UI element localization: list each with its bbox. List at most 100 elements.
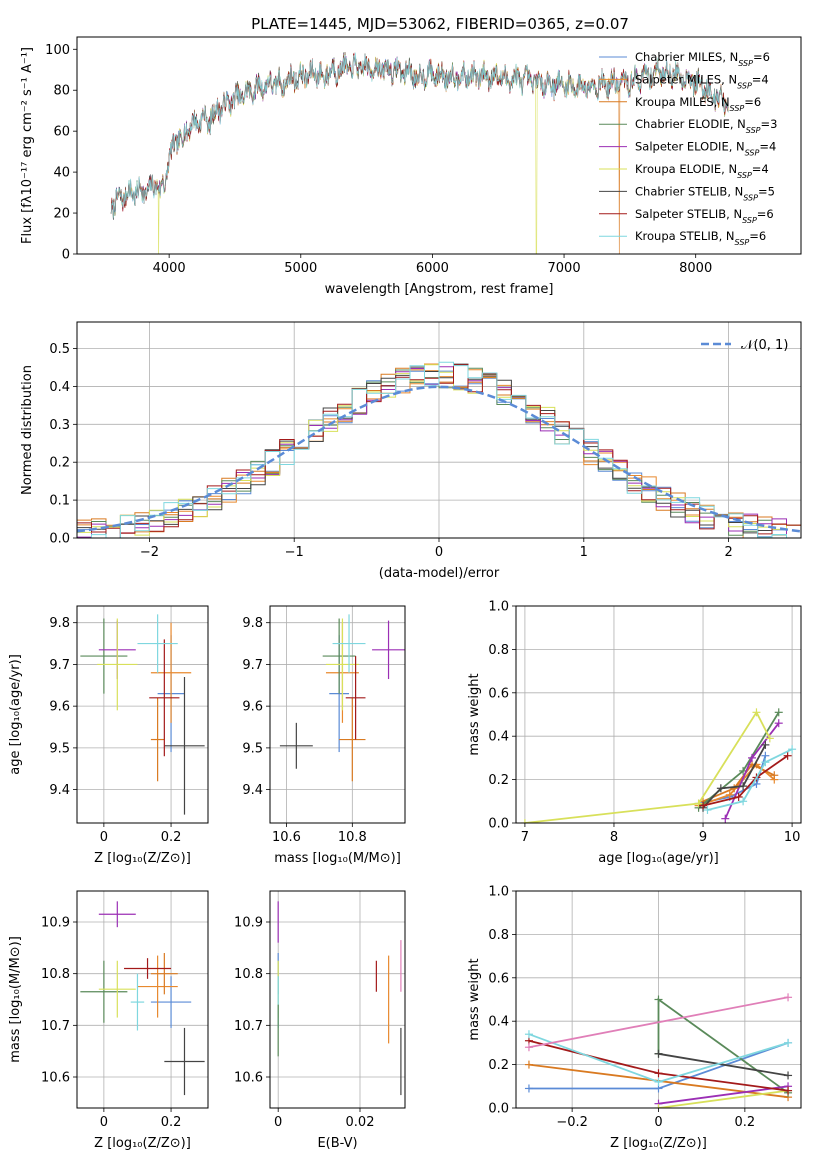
- y-tick-label: 40: [53, 166, 70, 181]
- figure-title: PLATE=1445, MJD=53062, FIBERID=0365, z=0…: [251, 15, 629, 33]
- legend-text: Salpeter MILES, N: [635, 72, 737, 86]
- y-tick-label: 0.4: [488, 730, 509, 745]
- x-tick-label: 0: [274, 1115, 282, 1130]
- axes-frame: [269, 890, 406, 1109]
- legend-subscript: SSP: [738, 59, 753, 68]
- plot-area: [524, 993, 793, 1108]
- spectrum-panel: 4000 5000 6000 7000 8000 0 20 40 60 80 100 waveleng…: [20, 36, 802, 297]
- legend-subscript: SSP: [735, 238, 750, 247]
- y-tick-label: 10.9: [41, 916, 70, 931]
- y-tick-label: 0.8: [488, 643, 509, 658]
- y-tick-label: 9.5: [49, 741, 70, 756]
- y-tick-label: 0.4: [49, 380, 70, 395]
- normal-curve: [77, 385, 801, 533]
- legend-subscript: SSP: [743, 193, 758, 202]
- y-tick-label: 9.4: [49, 783, 70, 798]
- y-axis-label: age [log₁₀(age/yr)]: [8, 654, 23, 775]
- plot-area: [520, 708, 797, 823]
- weight-line: [658, 1089, 789, 1108]
- y-tick-label: 9.6: [242, 700, 263, 715]
- y-tick-label: 0.0: [488, 817, 509, 832]
- plot-area: [80, 614, 205, 815]
- legend-count: =6: [753, 50, 770, 64]
- age-vs-metallicity-panel: 0 0.2 9.4 9.5 9.6 9.7 9.8 Z [log₁₀(Z/Z⊙)] age [l…: [8, 605, 209, 866]
- legend-label: Chabrier STELIB, NSSP=5: [635, 184, 775, 202]
- mass-vs-ebv-panel: 0 0.02 10.6 10.7 10.8 10.9 E(B-V): [234, 890, 406, 1151]
- x-tick-label: 10: [784, 830, 801, 845]
- legend-count: =4: [752, 72, 769, 86]
- y-tick-label: 80: [53, 84, 70, 99]
- axes-frame: [76, 36, 802, 255]
- y-tick-label: 0: [62, 248, 70, 263]
- y-tick-label: 0.2: [49, 456, 70, 471]
- y-tick-label: 9.8: [242, 616, 263, 631]
- y-axis-label: mass weight: [467, 958, 482, 1040]
- legend-label: Chabrier MILES, NSSP=6: [635, 50, 770, 68]
- axes-frame: [515, 605, 802, 824]
- legend-subscript: SSP: [745, 148, 760, 157]
- plot-area: [77, 361, 801, 538]
- x-tick-label: −0.2: [556, 1115, 588, 1130]
- x-tick-label: 8: [610, 830, 618, 845]
- y-tick-label: 9.7: [242, 658, 263, 673]
- x-tick-label: 0: [435, 545, 443, 560]
- weight-line: [657, 997, 789, 1094]
- y-tick-label: 20: [53, 207, 70, 222]
- x-tick-label: 2: [724, 545, 732, 560]
- y-tick-label: 10.6: [234, 1071, 263, 1086]
- x-axis-label: mass [log₁₀(M/M⊙)]: [274, 851, 401, 866]
- legend-count: =6: [757, 207, 774, 221]
- weight-line: [702, 754, 789, 807]
- x-tick-label: 0: [100, 830, 108, 845]
- plot-area: [277, 901, 402, 1096]
- weight-vs-metallicity-panel: −0.2 0 0.2 0.0 0.2 0.4 0.6 0.8 1.0 Z [log₁₀(Z/Z⊙)…: [467, 885, 802, 1151]
- x-tick-label: 0.2: [735, 1115, 756, 1130]
- legend-text: Kroupa MILES, N: [635, 95, 730, 109]
- legend-label: Kroupa ELODIE, NSSP=4: [635, 162, 769, 180]
- legend-label: Kroupa STELIB, NSSP=6: [635, 229, 766, 247]
- y-tick-label: 10.8: [41, 967, 70, 982]
- plot-area: [279, 614, 405, 782]
- legend-count: =6: [749, 229, 766, 243]
- x-tick-label: 0: [654, 1115, 662, 1130]
- x-axis-label: (data-model)/error: [379, 566, 500, 581]
- x-axis-label: Z [log₁₀(Z/Z⊙)]: [610, 1136, 707, 1151]
- x-tick-label: 0.2: [161, 830, 182, 845]
- y-tick-label: 0.0: [49, 532, 70, 547]
- weight-line: [524, 710, 771, 823]
- legend-count: =6: [744, 95, 761, 109]
- y-tick-label: 0.0: [488, 1102, 509, 1117]
- legend-text: Chabrier MILES, N: [635, 50, 738, 64]
- y-tick-label: 0.4: [488, 1015, 509, 1030]
- x-tick-label: −2: [140, 545, 159, 560]
- x-tick-label: −1: [285, 545, 304, 560]
- y-tick-label: 60: [53, 125, 70, 140]
- y-tick-label: 10.7: [234, 1019, 263, 1034]
- x-tick-label: 9: [699, 830, 707, 845]
- legend-count: =5: [758, 184, 775, 198]
- x-tick-label: 6000: [416, 261, 449, 276]
- legend-text: Salpeter STELIB, N: [635, 207, 742, 221]
- y-axis-label: mass weight: [467, 673, 482, 755]
- y-tick-label: 0.6: [488, 686, 509, 701]
- y-axis-label: mass [log₁₀(M/M⊙)]: [8, 936, 23, 1063]
- legend-text: Salpeter ELODIE, N: [635, 140, 745, 154]
- legend-label: Salpeter ELODIE, NSSP=4: [635, 140, 776, 158]
- y-tick-label: 1.0: [488, 600, 509, 615]
- y-tick-label: 9.4: [242, 783, 263, 798]
- y-tick-label: 10.6: [41, 1071, 70, 1086]
- weight-line: [658, 1085, 789, 1105]
- y-tick-label: 0.2: [488, 773, 509, 788]
- legend-text: Kroupa STELIB, N: [635, 229, 735, 243]
- legend-count: =4: [752, 162, 769, 176]
- x-tick-label: 8000: [679, 261, 712, 276]
- x-tick-label: 7000: [548, 261, 581, 276]
- legend-subscript: SSP: [746, 126, 761, 135]
- x-tick-label: 10.6: [272, 830, 301, 845]
- weight-vs-age-panel: 7 8 9 10 0.0 0.2 0.4 0.6 0.8 1.0 age [log₁₀(age/yr…: [467, 600, 802, 866]
- y-tick-label: 9.5: [242, 741, 263, 756]
- legend-subscript: SSP: [742, 215, 757, 224]
- y-tick-label: 9.7: [49, 658, 70, 673]
- legend-subscript: SSP: [737, 81, 752, 90]
